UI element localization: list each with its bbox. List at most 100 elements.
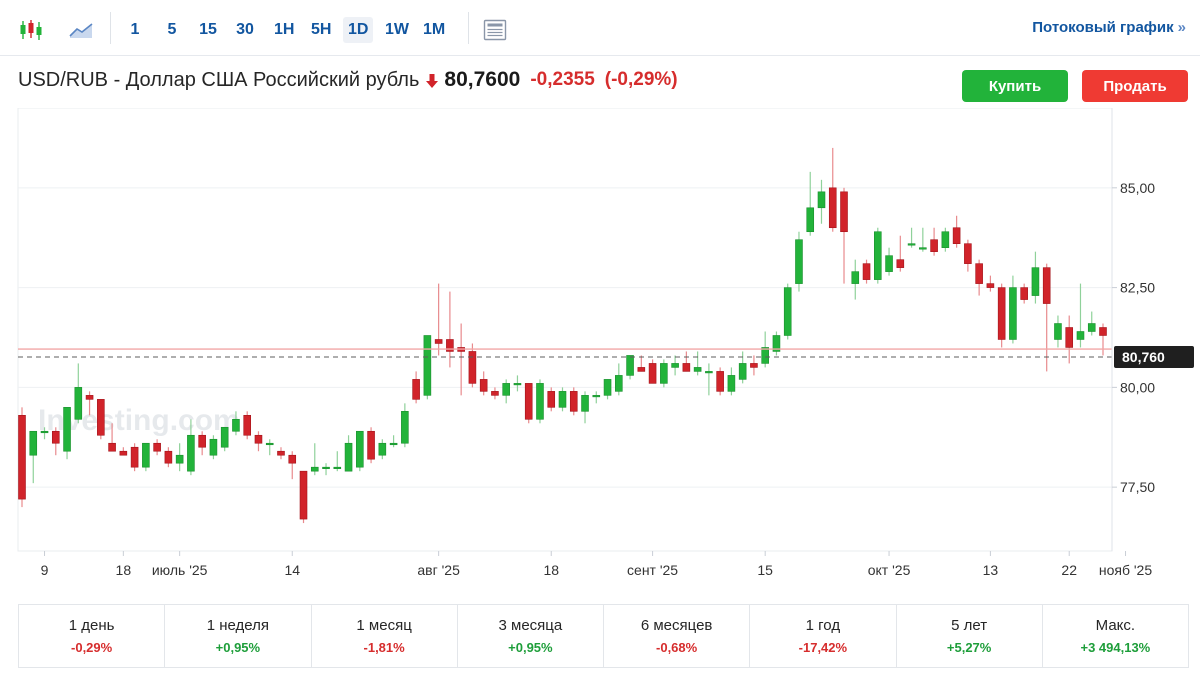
performance-cell[interactable]: 5 лет +5,27% — [897, 605, 1043, 667]
performance-cell[interactable]: 1 день -0,29% — [19, 605, 166, 667]
candle — [772, 331, 781, 356]
candle-body — [153, 442, 161, 452]
performance-period: 1 неделя — [206, 617, 270, 634]
candle — [322, 463, 330, 476]
performance-cell[interactable]: 6 месяцев -0,68% — [604, 605, 751, 667]
candle — [964, 239, 972, 272]
candle — [209, 435, 218, 460]
timeframe-1w[interactable]: 1W — [385, 21, 409, 38]
candle — [299, 470, 308, 524]
candle-body — [220, 426, 229, 448]
candlestick-icon[interactable] — [16, 15, 46, 45]
candle — [401, 403, 409, 448]
candle-body — [40, 430, 49, 434]
buy-button[interactable]: Купить — [962, 70, 1068, 102]
x-tick-label: 22 — [1061, 562, 1077, 578]
candle-body — [288, 454, 297, 464]
candle — [671, 355, 679, 376]
candle — [1020, 283, 1028, 304]
last-price-badge-label: 80,760 — [1122, 349, 1165, 365]
candle-body — [671, 363, 679, 368]
candle-body — [164, 450, 173, 464]
timeframe-5[interactable]: 5 — [167, 21, 177, 38]
candle-body — [828, 187, 837, 229]
candle-body — [964, 243, 972, 264]
candle — [975, 259, 983, 296]
candle-body — [18, 415, 26, 500]
candle — [277, 447, 285, 460]
candle — [130, 443, 139, 472]
candle-body — [919, 247, 927, 250]
performance-value: +5,27% — [946, 640, 992, 655]
timeframe-1d[interactable]: 1D — [343, 17, 374, 43]
area-chart-icon[interactable] — [66, 15, 96, 45]
x-tick-label: нояб '25 — [1099, 562, 1152, 578]
candle — [750, 355, 758, 376]
performance-cell[interactable]: 3 месяца +0,95% — [458, 605, 604, 667]
candle — [716, 367, 724, 396]
timeframe-1m[interactable]: 1M — [423, 21, 446, 38]
candle-body — [51, 430, 60, 444]
candle-body — [389, 442, 398, 446]
candle-body — [423, 335, 432, 396]
candle-body — [874, 231, 882, 280]
news-layout-icon[interactable] — [480, 15, 510, 45]
candle — [97, 399, 105, 440]
candle — [243, 411, 251, 440]
candle — [51, 427, 60, 456]
x-tick-label: 18 — [116, 562, 132, 578]
candle — [491, 387, 499, 400]
timeframe-1[interactable]: 1 — [130, 21, 140, 38]
candle — [705, 363, 713, 396]
candle — [310, 443, 319, 476]
candle-body — [1020, 287, 1028, 300]
performance-cell[interactable]: 1 год -17,42% — [750, 605, 897, 667]
timeframe-30[interactable]: 30 — [236, 21, 254, 38]
candle — [1076, 283, 1085, 348]
candle-body — [930, 239, 938, 252]
candle-body — [862, 263, 871, 280]
candle — [648, 359, 657, 384]
candle-body — [682, 363, 691, 372]
last-price-badge — [1114, 346, 1194, 369]
candle-body — [265, 442, 274, 446]
candle — [423, 335, 432, 400]
candle — [119, 447, 128, 456]
candle — [29, 430, 38, 484]
candle — [795, 231, 803, 292]
candle — [693, 351, 702, 376]
toolbar-separator — [468, 12, 469, 44]
x-tick-label: 9 — [41, 562, 49, 578]
sell-button[interactable]: Продать — [1082, 70, 1188, 102]
candle-body — [356, 430, 364, 468]
candle-body — [558, 391, 567, 408]
candle — [1031, 251, 1040, 304]
timeframe-5h[interactable]: 5H — [311, 21, 332, 38]
candle-body — [502, 383, 510, 396]
candle — [254, 431, 263, 452]
candle-body — [1087, 323, 1096, 332]
candle-body — [727, 375, 736, 392]
candle-body — [367, 430, 375, 460]
price-chart[interactable]: Investing.com 77,50 80,00 82,50 85,00 80,760… — [0, 108, 1200, 598]
x-tick-label: 13 — [983, 562, 999, 578]
candle — [265, 439, 274, 456]
candle — [468, 343, 477, 388]
candle-body — [1042, 267, 1051, 304]
candle-body — [85, 395, 94, 400]
timeframe-15[interactable]: 15 — [199, 21, 217, 38]
chart-watermark: Investing.com — [38, 404, 240, 437]
performance-cell[interactable]: 1 неделя +0,95% — [165, 605, 312, 667]
streaming-chart-link[interactable]: Потоковый график» — [1032, 19, 1186, 36]
candle-body — [434, 339, 443, 344]
performance-value: +0,95% — [215, 640, 261, 655]
performance-cell[interactable]: Макс. +3 494,13% — [1043, 605, 1188, 667]
candle-body — [446, 339, 454, 352]
candle-body — [175, 454, 184, 464]
performance-period: 6 месяцев — [640, 617, 713, 634]
performance-period: 3 месяца — [498, 617, 563, 634]
timeframe-1h[interactable]: 1H — [274, 21, 295, 38]
performance-cell[interactable]: 1 месяц -1,81% — [312, 605, 458, 667]
x-tick-label: 15 — [757, 562, 773, 578]
streaming-chart-label: Потоковый график — [1032, 19, 1174, 36]
